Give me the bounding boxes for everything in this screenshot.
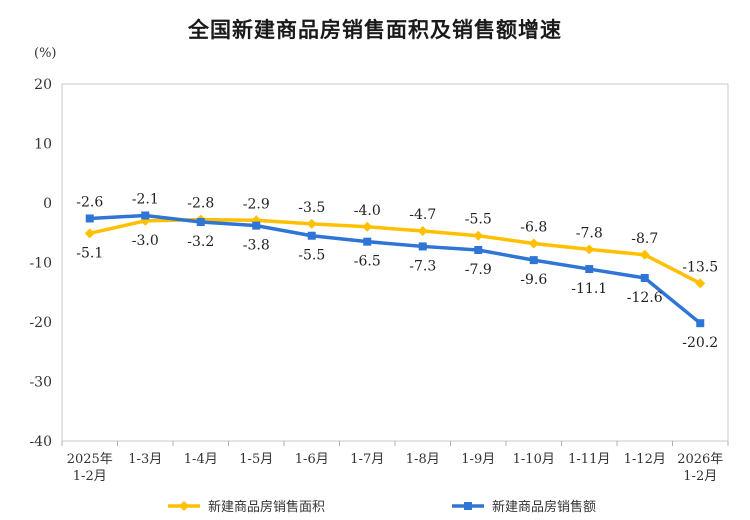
series-2-point [529, 256, 538, 265]
series-1-point [695, 278, 706, 289]
data-label: -12.6 [627, 290, 663, 306]
series-2-point [474, 246, 483, 255]
data-label: -6.8 [520, 219, 547, 235]
data-label: -3.8 [243, 238, 270, 254]
series-2-point [85, 214, 94, 223]
series-2-point [196, 218, 205, 227]
data-label: -4.0 [354, 203, 381, 219]
data-label: -7.3 [409, 258, 436, 274]
series-2-point [252, 221, 261, 230]
legend-marker [464, 502, 472, 510]
data-label: -7.8 [576, 225, 603, 241]
data-label: -7.9 [465, 262, 492, 278]
x-tick-label: 1-4月 [184, 452, 218, 467]
data-label: -5.5 [465, 212, 492, 228]
series-2-point [141, 211, 150, 220]
data-label: -9.6 [520, 272, 547, 288]
series-1-point [306, 218, 317, 229]
series-1-point [84, 228, 95, 239]
data-label: -3.0 [132, 233, 159, 249]
data-label: -5.1 [76, 245, 103, 261]
x-tick-label: 1-6月 [295, 452, 329, 467]
x-tick-label: 1-5月 [239, 452, 273, 467]
x-tick-label: 1-12月 [624, 452, 666, 467]
legend-marker [179, 501, 189, 511]
data-label: -3.2 [187, 234, 214, 250]
data-label: -3.5 [298, 200, 325, 216]
y-tick-label: 20 [34, 77, 52, 93]
data-label: -2.6 [76, 194, 103, 210]
series-line-2 [89, 213, 702, 325]
data-label: -4.7 [409, 207, 436, 223]
data-label: -11.1 [571, 281, 607, 297]
legend-label: 新建商品房销售面积 [208, 499, 325, 515]
series-1-point [473, 230, 484, 241]
x-tick-label: 1-10月 [513, 452, 555, 467]
data-label: -5.5 [298, 248, 325, 264]
series-2-point [696, 319, 705, 328]
data-label: -20.2 [682, 335, 718, 351]
x-tick-label: 1-3月 [128, 452, 162, 467]
series-2-point [363, 237, 372, 246]
data-label: -2.9 [243, 196, 270, 212]
x-tick-label: 1-8月 [406, 452, 440, 467]
y-tick-label: 0 [43, 196, 52, 212]
data-label: -13.5 [682, 259, 718, 275]
data-label: -6.5 [354, 254, 381, 270]
x-tick-label: 2025年 1-2月 [67, 452, 113, 484]
series-1-point [362, 221, 373, 232]
x-tick-label: 1-11月 [568, 452, 610, 467]
series-1-point [584, 244, 595, 255]
y-tick-label: 10 [34, 137, 52, 153]
x-tick-label: 2026年 1-2月 [677, 452, 723, 484]
y-tick-label: -40 [29, 434, 52, 450]
y-axis-label: (%) [34, 46, 57, 61]
data-label: -2.8 [187, 196, 214, 212]
x-tick-label: 1-9月 [461, 452, 495, 467]
series-1-point [528, 238, 539, 249]
x-tick-label: 1-7月 [350, 452, 384, 467]
series-1-point [417, 225, 428, 236]
y-tick-label: -10 [29, 256, 52, 272]
chart-title: 全国新建商品房销售面积及销售额增速 [188, 18, 562, 42]
series-1-point [639, 249, 650, 260]
plot-area [61, 83, 729, 442]
data-label: -2.1 [132, 191, 159, 207]
y-tick-label: -20 [29, 315, 52, 331]
series-2-point [640, 273, 649, 282]
legend-label: 新建商品房销售额 [492, 499, 596, 515]
series-2-point [418, 242, 427, 251]
series-2-point [585, 265, 594, 274]
data-label: -8.7 [631, 231, 658, 247]
series-2-point [307, 231, 316, 240]
y-tick-label: -30 [29, 375, 52, 391]
